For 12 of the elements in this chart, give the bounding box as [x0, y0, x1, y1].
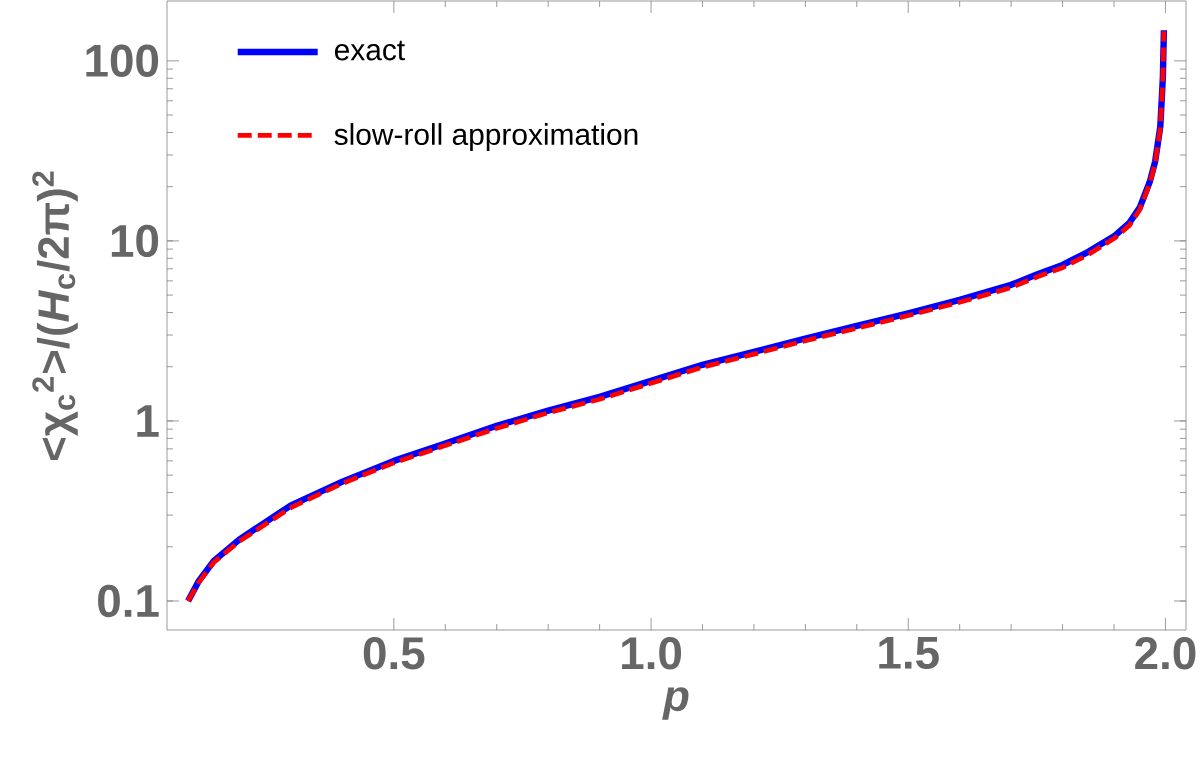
y-tick-label: 1: [137, 405, 159, 437]
x-tick-label: 1.5: [879, 637, 939, 670]
x-tick-label: 2.0: [1135, 637, 1196, 670]
y-axis-title: <χ$_{c}$$^{2}$>/(H$_{c}$/2π)$^{2}$: [32, 171, 78, 460]
x-axis-title: p: [662, 687, 689, 720]
y-tick-label: 10: [111, 224, 159, 258]
y-tick-label: 100: [86, 44, 159, 78]
y-tick-label: 0.1: [98, 584, 159, 618]
legend-label: slow-roll approximation: [334, 123, 638, 151]
x-tick-label: 0.5: [363, 637, 425, 670]
x-tick-label: 1.0: [622, 637, 682, 670]
legend-label: exact: [334, 40, 405, 61]
